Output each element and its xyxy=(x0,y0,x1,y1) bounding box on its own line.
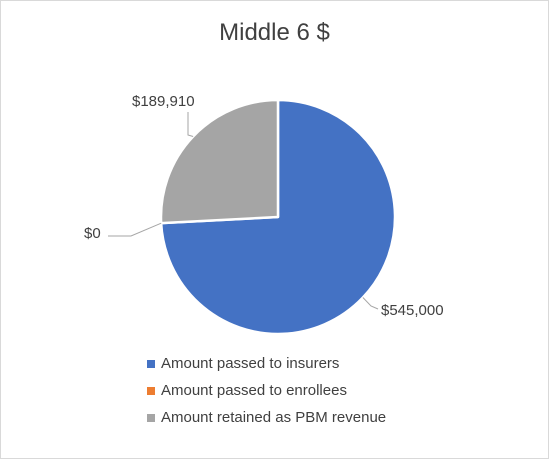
data-label-pbm-revenue: $189,910 xyxy=(132,93,195,110)
legend-item-insurers: Amount passed to insurers xyxy=(147,350,386,377)
leader-lines xyxy=(108,112,379,310)
data-label-insurers: $545,000 xyxy=(381,302,444,319)
pie-slices xyxy=(159,98,397,336)
legend-label-enrollees: Amount passed to enrollees xyxy=(161,382,347,399)
legend-item-pbm-revenue: Amount retained as PBM revenue xyxy=(147,404,386,431)
legend-label-insurers: Amount passed to insurers xyxy=(161,355,340,372)
legend-swatch-enrollees xyxy=(147,386,155,395)
legend-swatch-insurers xyxy=(147,359,155,368)
legend-swatch-pbm-revenue xyxy=(147,413,155,422)
legend-label-pbm-revenue: Amount retained as PBM revenue xyxy=(161,409,387,426)
leader-line-insurers xyxy=(362,297,379,310)
leader-line-enrollees xyxy=(108,222,162,237)
leader-line-pbm-revenue xyxy=(187,112,194,137)
chart-title: Middle 6 $ xyxy=(219,19,330,46)
slice-pbm-revenue xyxy=(159,98,280,225)
data-label-enrollees: $0 xyxy=(84,225,101,242)
legend: Amount passed to insurers Amount passed … xyxy=(147,350,386,431)
legend-item-enrollees: Amount passed to enrollees xyxy=(147,377,386,404)
